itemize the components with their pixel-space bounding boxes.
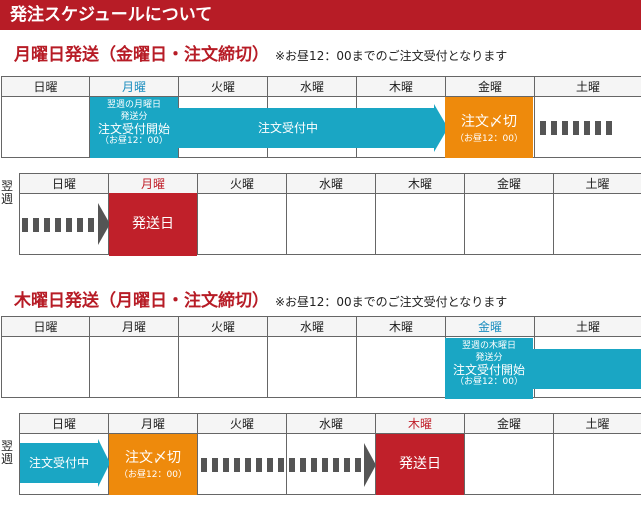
order-receiving-bar: 注文受付中 [20, 443, 98, 483]
day-header-fri: 金曜 [445, 316, 535, 337]
day-header-sun: 日曜 [1, 76, 90, 97]
section1-week2-calendar: 日曜 月曜 火曜 水曜 木曜 金曜 土曜 [19, 173, 641, 255]
deadline-label: 注文〆切 [125, 450, 181, 466]
arrow-right-icon [434, 104, 448, 152]
dotted-arrow-icon [22, 218, 94, 232]
day-header-wed: 水曜 [267, 76, 357, 97]
start-line3: 注文受付開始 [97, 122, 170, 136]
deadline-time: （お昼12：00） [455, 134, 523, 144]
ship-day-box: 発送日 [376, 434, 464, 495]
day-header-tue: 火曜 [197, 173, 287, 194]
order-receiving-bar: 注文受付中 [178, 108, 434, 148]
day-header-tue: 火曜 [197, 413, 287, 434]
day-header-fri: 金曜 [464, 173, 554, 194]
day-header-thu: 木曜 [375, 413, 465, 434]
start-line3: 注文受付開始 [452, 363, 525, 377]
day-header-mon: 月曜 [108, 413, 198, 434]
section2-title: 木曜日発送（月曜日・注文締切） ※お昼12：00までのご注文受付となります [14, 286, 507, 311]
day-header-mon: 月曜 [108, 173, 198, 194]
day-header-fri: 金曜 [464, 413, 554, 434]
start-line4: （お昼12：00） [100, 136, 168, 146]
ship-day-box: 発送日 [109, 193, 197, 256]
day-header-wed: 水曜 [267, 316, 357, 337]
day-header-thu: 木曜 [375, 173, 465, 194]
day-header-sun: 日曜 [19, 173, 109, 194]
order-start-box: 翌週の木曜日 発送分 注文受付開始 （お昼12：00） [445, 338, 533, 399]
dotted-arrow-icon [201, 458, 361, 472]
receiving-label: 注文受付中 [28, 456, 89, 470]
day-header-thu: 木曜 [356, 316, 446, 337]
arrow-right-icon [98, 439, 110, 487]
ship-label: 発送日 [132, 216, 174, 232]
deadline-time: （お昼12：00） [119, 470, 187, 480]
dotted-continue-icon [540, 121, 612, 135]
order-receiving-bar [533, 349, 641, 389]
day-header-sat: 土曜 [534, 316, 641, 337]
arrow-right-icon [98, 203, 110, 245]
start-line1: 翌週の木曜日 [461, 341, 516, 351]
next-week-label: 翌週 [1, 439, 14, 466]
page-banner: 発注スケジュールについて [0, 0, 641, 30]
day-header-sat: 土曜 [553, 173, 641, 194]
day-header-mon: 月曜 [89, 316, 179, 337]
day-header-thu: 木曜 [356, 76, 446, 97]
order-start-box: 翌週の月曜日 発送分 注文受付開始 （お昼12：00） [90, 97, 178, 158]
section1-heading: 月曜日発送（金曜日・注文締切） [14, 45, 269, 65]
next-week-label: 翌週 [1, 179, 14, 206]
receiving-label: 注文受付中 [258, 121, 319, 135]
ship-label: 発送日 [399, 456, 441, 472]
start-line4: （お昼12：00） [455, 377, 523, 387]
day-header-wed: 水曜 [286, 173, 376, 194]
day-header-sat: 土曜 [534, 76, 641, 97]
section2-heading: 木曜日発送（月曜日・注文締切） [14, 291, 269, 311]
day-header-sun: 日曜 [19, 413, 109, 434]
start-line2: 発送分 [120, 112, 148, 122]
order-deadline-box: 注文〆切 （お昼12：00） [109, 434, 197, 495]
order-deadline-box: 注文〆切 （お昼12：00） [445, 97, 533, 158]
day-header-tue: 火曜 [178, 316, 268, 337]
section1-title: 月曜日発送（金曜日・注文締切） ※お昼12：00までのご注文受付となります [14, 40, 507, 65]
deadline-label: 注文〆切 [461, 114, 517, 130]
day-header-sun: 日曜 [1, 316, 90, 337]
day-header-fri: 金曜 [445, 76, 535, 97]
start-line1: 翌週の月曜日 [106, 100, 161, 110]
section2-note: ※お昼12：00までのご注文受付となります [275, 295, 508, 309]
section1-note: ※お昼12：00までのご注文受付となります [275, 49, 508, 63]
start-line2: 発送分 [475, 353, 503, 363]
day-header-wed: 水曜 [286, 413, 376, 434]
day-header-mon: 月曜 [89, 76, 179, 97]
arrow-right-icon [364, 443, 376, 487]
day-header-tue: 火曜 [178, 76, 268, 97]
day-header-sat: 土曜 [553, 413, 641, 434]
